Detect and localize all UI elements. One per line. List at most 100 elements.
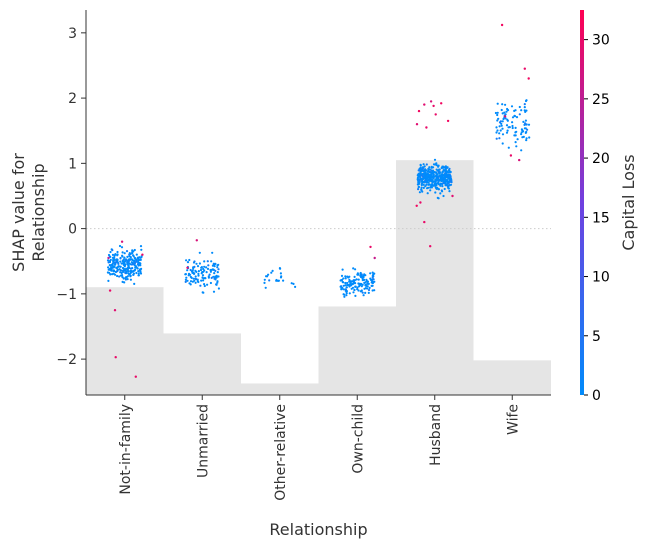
data-point — [444, 167, 447, 170]
data-point — [504, 113, 507, 116]
data-point — [129, 272, 132, 275]
data-point — [514, 141, 517, 144]
data-point — [135, 271, 138, 275]
data-point — [371, 289, 374, 292]
data-point — [520, 109, 523, 112]
data-point — [422, 163, 425, 166]
data-point — [271, 269, 274, 272]
data-point-high-loss — [120, 240, 124, 243]
data-point — [345, 294, 348, 297]
data-point — [129, 274, 132, 277]
data-point — [422, 186, 425, 189]
data-point-high-loss — [415, 123, 419, 126]
histogram-bar-husband — [396, 160, 474, 395]
data-point — [197, 272, 200, 275]
data-point — [416, 183, 420, 186]
data-point — [435, 175, 438, 178]
data-point — [351, 286, 355, 289]
data-point — [123, 256, 126, 259]
data-point — [349, 282, 352, 285]
x-tick-label-unmarried: Unmarried — [195, 404, 211, 478]
data-point — [339, 285, 342, 288]
data-point — [114, 253, 117, 256]
data-point — [123, 269, 126, 272]
histogram-bar-own-child — [318, 306, 396, 395]
data-point — [138, 269, 142, 272]
data-point — [186, 261, 190, 264]
data-point — [197, 274, 200, 277]
data-point — [348, 278, 351, 281]
data-point — [524, 131, 527, 134]
data-point — [369, 272, 372, 275]
data-point-high-loss — [373, 256, 376, 260]
data-point — [495, 126, 498, 129]
data-point-high-loss — [415, 204, 418, 207]
data-point — [520, 149, 523, 152]
data-point — [216, 281, 219, 284]
data-point — [123, 281, 126, 284]
data-point — [505, 131, 509, 134]
data-point — [189, 283, 192, 286]
data-point — [431, 169, 435, 172]
data-point — [267, 273, 270, 276]
data-point — [510, 105, 514, 108]
data-point — [213, 277, 216, 280]
data-point — [131, 267, 134, 270]
data-point — [365, 278, 368, 281]
data-point — [129, 256, 132, 259]
data-point — [416, 176, 420, 179]
data-point — [367, 291, 370, 294]
data-point — [206, 260, 209, 263]
data-point-high-loss — [434, 113, 437, 116]
data-point — [346, 275, 349, 278]
data-point — [133, 261, 137, 264]
data-point — [429, 186, 432, 189]
data-point — [185, 276, 188, 279]
data-point — [194, 277, 197, 280]
data-point — [437, 197, 440, 200]
data-point — [196, 278, 199, 281]
data-point — [194, 269, 197, 272]
data-point — [526, 128, 529, 131]
data-point — [270, 271, 273, 274]
data-point — [209, 270, 212, 273]
data-point — [108, 255, 111, 258]
data-point — [525, 137, 528, 140]
data-point — [122, 263, 125, 266]
data-point — [135, 253, 138, 256]
data-point — [417, 169, 420, 172]
data-point — [131, 270, 134, 273]
data-point — [443, 173, 446, 176]
data-point — [116, 270, 119, 273]
data-point-high-loss — [527, 77, 530, 80]
data-point — [194, 275, 197, 278]
data-point — [435, 182, 438, 185]
data-point — [344, 275, 347, 278]
data-point — [188, 258, 191, 262]
data-point — [366, 280, 369, 283]
data-point — [203, 269, 206, 272]
data-point — [119, 265, 122, 268]
data-point — [119, 260, 122, 263]
data-point — [426, 180, 429, 183]
data-point — [504, 103, 507, 106]
data-point — [186, 279, 189, 282]
data-point — [216, 271, 219, 274]
data-point-high-loss — [523, 67, 526, 70]
data-point — [343, 293, 346, 296]
data-point-high-loss — [429, 100, 433, 103]
data-point-high-loss — [419, 201, 422, 204]
data-point — [190, 276, 193, 279]
data-point — [187, 274, 190, 277]
data-point — [117, 262, 120, 265]
data-point — [185, 259, 188, 262]
data-point — [417, 188, 420, 191]
data-point — [344, 277, 347, 280]
data-point — [359, 271, 362, 275]
data-point — [506, 129, 509, 132]
data-point — [367, 282, 370, 285]
data-point-high-loss — [423, 103, 426, 106]
data-point — [111, 249, 114, 252]
data-point — [108, 271, 111, 274]
data-point — [353, 288, 356, 291]
